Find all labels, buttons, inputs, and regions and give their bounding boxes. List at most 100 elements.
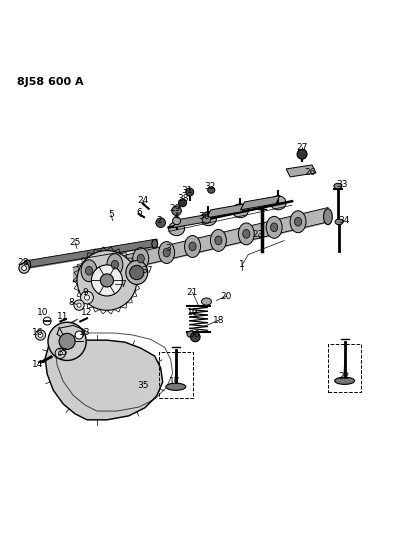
Ellipse shape xyxy=(266,216,282,238)
Text: 29: 29 xyxy=(169,204,180,213)
Circle shape xyxy=(59,333,75,350)
Ellipse shape xyxy=(24,260,30,270)
Text: 36: 36 xyxy=(189,330,200,338)
Text: 7: 7 xyxy=(120,280,126,289)
Ellipse shape xyxy=(163,248,170,257)
Circle shape xyxy=(130,265,144,280)
Ellipse shape xyxy=(270,196,286,210)
Circle shape xyxy=(74,300,84,310)
Circle shape xyxy=(172,206,181,215)
Bar xyxy=(159,352,192,398)
Bar xyxy=(328,344,361,392)
Ellipse shape xyxy=(126,261,148,285)
Ellipse shape xyxy=(238,223,254,245)
Text: 26: 26 xyxy=(304,168,316,177)
Text: 12: 12 xyxy=(81,308,93,317)
Ellipse shape xyxy=(211,229,227,252)
Ellipse shape xyxy=(85,266,93,275)
Circle shape xyxy=(19,263,29,273)
Ellipse shape xyxy=(243,230,250,238)
Text: 11: 11 xyxy=(57,312,69,321)
Text: 32: 32 xyxy=(205,182,216,191)
Ellipse shape xyxy=(107,254,123,276)
Circle shape xyxy=(77,251,137,310)
Circle shape xyxy=(77,303,81,307)
Ellipse shape xyxy=(133,248,149,270)
Text: 8: 8 xyxy=(68,298,74,307)
Circle shape xyxy=(100,274,113,287)
Text: 34: 34 xyxy=(338,216,350,225)
Circle shape xyxy=(186,188,194,196)
Ellipse shape xyxy=(159,241,174,263)
Ellipse shape xyxy=(294,217,302,226)
Text: 8J58 600 A: 8J58 600 A xyxy=(17,77,84,87)
Circle shape xyxy=(38,333,43,337)
Ellipse shape xyxy=(184,236,200,257)
Ellipse shape xyxy=(334,183,342,189)
Text: 22: 22 xyxy=(338,372,350,381)
Ellipse shape xyxy=(189,242,196,251)
Text: 28: 28 xyxy=(18,258,29,267)
Circle shape xyxy=(178,199,186,207)
Text: 14: 14 xyxy=(32,360,43,368)
Ellipse shape xyxy=(152,239,158,248)
Circle shape xyxy=(22,266,26,270)
Polygon shape xyxy=(173,214,212,228)
Circle shape xyxy=(85,295,89,300)
Ellipse shape xyxy=(187,331,196,337)
Text: 16: 16 xyxy=(32,328,43,337)
Ellipse shape xyxy=(324,209,332,225)
Text: 33: 33 xyxy=(336,180,348,189)
Ellipse shape xyxy=(137,254,144,263)
Text: 1: 1 xyxy=(239,260,245,269)
Ellipse shape xyxy=(111,260,118,269)
Text: 21: 21 xyxy=(187,288,198,297)
Ellipse shape xyxy=(271,223,278,232)
Ellipse shape xyxy=(208,187,215,193)
Text: 31: 31 xyxy=(181,187,192,195)
Text: 38: 38 xyxy=(177,195,188,203)
Circle shape xyxy=(55,348,65,359)
Ellipse shape xyxy=(81,260,97,281)
Text: 2: 2 xyxy=(156,216,162,225)
Circle shape xyxy=(48,322,86,360)
Ellipse shape xyxy=(166,383,186,390)
Text: 19: 19 xyxy=(187,308,198,317)
Ellipse shape xyxy=(200,212,217,225)
Text: 6: 6 xyxy=(136,208,142,217)
Text: 20: 20 xyxy=(221,292,232,301)
Text: 25: 25 xyxy=(69,238,81,247)
Ellipse shape xyxy=(335,377,354,384)
Ellipse shape xyxy=(290,211,306,233)
Polygon shape xyxy=(241,196,280,210)
Text: 10: 10 xyxy=(37,308,49,317)
Circle shape xyxy=(156,218,166,228)
Circle shape xyxy=(172,217,180,225)
Polygon shape xyxy=(207,204,246,218)
Circle shape xyxy=(75,331,83,339)
Text: 4: 4 xyxy=(174,212,179,221)
Ellipse shape xyxy=(297,149,307,159)
Polygon shape xyxy=(45,328,163,420)
Circle shape xyxy=(81,291,93,304)
Text: 3: 3 xyxy=(166,244,172,253)
Text: 37: 37 xyxy=(141,266,152,275)
Circle shape xyxy=(91,265,122,296)
Ellipse shape xyxy=(232,204,248,217)
Text: 17: 17 xyxy=(169,377,180,386)
Circle shape xyxy=(58,351,62,356)
Polygon shape xyxy=(286,165,316,177)
Text: 18: 18 xyxy=(213,316,224,325)
Circle shape xyxy=(190,332,200,342)
Text: 15: 15 xyxy=(57,348,69,357)
Circle shape xyxy=(35,330,46,340)
Text: 27: 27 xyxy=(296,142,308,151)
Text: 5: 5 xyxy=(108,210,114,219)
Circle shape xyxy=(43,317,51,325)
Text: 23: 23 xyxy=(253,230,264,239)
Ellipse shape xyxy=(201,298,211,305)
Text: 30: 30 xyxy=(199,212,210,221)
Text: 9: 9 xyxy=(82,288,88,297)
Text: 24: 24 xyxy=(137,196,148,205)
Polygon shape xyxy=(57,326,85,338)
